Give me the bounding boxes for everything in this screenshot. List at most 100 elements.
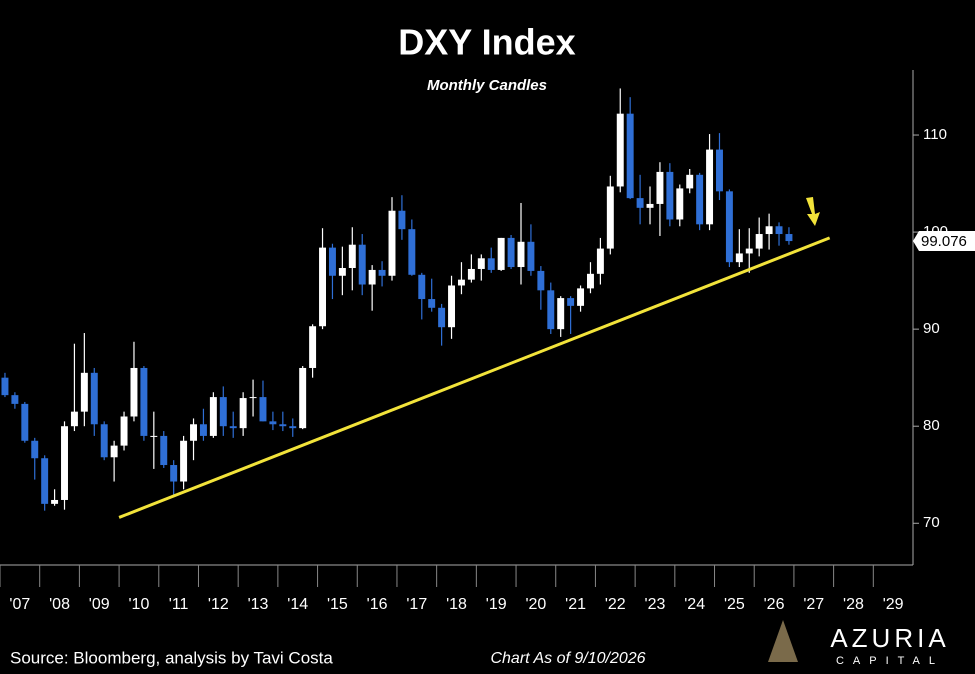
candle-body (130, 367, 138, 417)
x-tick-label: '12 (208, 596, 229, 613)
candle-body (666, 171, 674, 220)
candle-body (487, 258, 495, 270)
candle-body (249, 397, 257, 399)
candle-body (428, 299, 436, 308)
x-tick-label: '25 (724, 596, 745, 613)
x-tick-label: '29 (883, 596, 904, 613)
candle-body (586, 273, 594, 289)
candle-body (507, 237, 515, 268)
x-tick-label: '23 (645, 596, 666, 613)
candle-body (497, 237, 505, 270)
chart-title: DXY Index (398, 22, 575, 63)
x-tick-label: '22 (605, 596, 626, 613)
candle-body (557, 298, 565, 330)
date-note: Chart As of 9/10/2026 (490, 650, 645, 667)
candle-body (527, 241, 535, 271)
candle-body (120, 416, 128, 446)
candle-body (626, 113, 634, 199)
candle-body (289, 426, 297, 429)
y-tick-label: 70 (923, 514, 940, 531)
candle-body (80, 372, 88, 412)
candle-body (745, 248, 753, 254)
candle-body (219, 397, 227, 427)
candle-body (299, 367, 307, 429)
candle-body (775, 226, 783, 235)
x-tick-label: '28 (843, 596, 864, 613)
candle-body (70, 411, 78, 427)
candle-body (418, 274, 426, 300)
candle-body (547, 290, 555, 330)
candle-body (239, 398, 247, 429)
candle-body (259, 397, 267, 422)
x-tick-label: '20 (525, 596, 546, 613)
candle-body (11, 395, 19, 404)
candle-body (765, 226, 773, 235)
y-tick-label: 90 (923, 320, 940, 337)
y-tick-label: 110 (923, 126, 947, 143)
candle-body (209, 397, 217, 436)
x-tick-label: '26 (764, 596, 785, 613)
x-tick-label: '24 (684, 596, 705, 613)
candle-body (716, 149, 723, 192)
x-tick-label: '07 (9, 596, 30, 613)
candle-body (755, 234, 763, 249)
candle-body (21, 403, 29, 441)
arrow-icon (806, 197, 820, 226)
candle-body (319, 247, 327, 327)
candle-body (477, 258, 485, 269)
x-tick-label: '08 (49, 596, 70, 613)
x-tick-label: '11 (169, 596, 189, 613)
candle-body (448, 285, 456, 328)
logo-sub: CAPITAL (836, 655, 944, 667)
candle-body (229, 426, 237, 429)
candle-body (438, 307, 446, 328)
candle-body (309, 326, 317, 368)
candle-body (90, 372, 98, 425)
source-note: Source: Bloomberg, analysis by Tavi Cost… (10, 648, 333, 667)
candle-body (279, 424, 287, 427)
candle-body (606, 186, 614, 249)
candle-body (596, 248, 604, 274)
candle-body (190, 424, 197, 441)
candle-body (646, 203, 654, 208)
candle-body (725, 191, 733, 263)
candle-body (656, 171, 664, 204)
candle-body (199, 424, 207, 436)
x-tick-label: '18 (446, 596, 467, 613)
candle-body (686, 174, 694, 189)
x-tick-label: '27 (803, 596, 824, 613)
candle-body (61, 426, 68, 500)
candle-body (31, 440, 39, 459)
candle-body (577, 288, 585, 306)
logo-name: AZURIA (830, 623, 949, 653)
candle-body (537, 270, 545, 291)
x-tick-label: '19 (486, 596, 507, 613)
x-tick-label: '17 (406, 596, 427, 613)
candle-body (100, 424, 108, 458)
candle-body (269, 421, 277, 425)
price-tag (913, 231, 975, 252)
candle-body (706, 149, 714, 225)
x-tick-label: '15 (327, 596, 348, 613)
candle-body (467, 268, 475, 280)
candle-body (328, 247, 336, 276)
x-tick-label: '10 (129, 596, 150, 613)
candle-body (378, 269, 386, 276)
x-tick-label: '16 (367, 596, 388, 613)
candle-body (735, 253, 743, 263)
candle-body (636, 198, 644, 208)
price-label: 99.076 (921, 233, 967, 250)
candle-body (398, 210, 406, 230)
candle-body (517, 241, 525, 268)
candle-body (696, 174, 704, 225)
candle-body (180, 440, 188, 482)
candle-body (567, 298, 575, 306)
candle-body (338, 268, 346, 276)
candle-body (785, 234, 793, 242)
x-tick-label: '14 (287, 596, 308, 613)
candle-body (676, 188, 684, 220)
candle-body (388, 210, 396, 276)
candle-body (408, 229, 416, 275)
candle-body (160, 435, 168, 466)
